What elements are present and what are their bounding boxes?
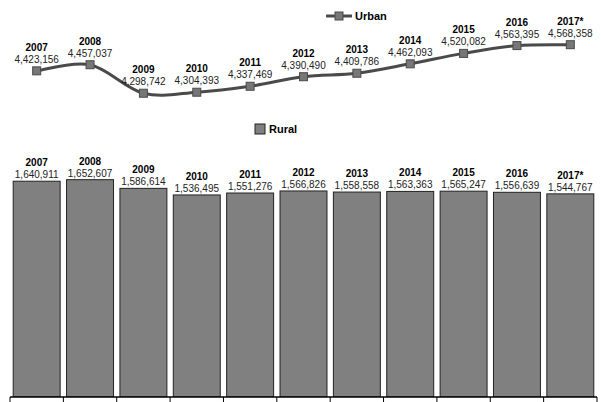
x-axis [10, 397, 597, 402]
category-label: 2012 [292, 167, 315, 178]
category-label: 2009 [132, 164, 155, 175]
bar [387, 191, 434, 397]
bar [67, 180, 114, 397]
marker [460, 49, 468, 57]
data-label: 4,390,490 [281, 60, 326, 71]
data-label: 4,423,156 [14, 54, 59, 65]
data-label: 1,566,826 [281, 179, 326, 190]
bar [173, 195, 220, 397]
category-separator [116, 397, 117, 402]
data-label: 4,568,358 [548, 28, 593, 39]
category-separator [63, 397, 64, 402]
marker [139, 89, 147, 97]
marker [33, 67, 41, 75]
marker [406, 60, 414, 68]
category-label: 2016 [506, 17, 529, 28]
data-label: 4,462,093 [388, 47, 433, 58]
data-label: 4,520,082 [441, 36, 486, 47]
data-labels: 20074,423,156 20084,457,037 20094,298,742 2… [14, 16, 593, 88]
data-label: 4,563,395 [495, 29, 540, 40]
category-separator [597, 397, 598, 402]
category-label: 2008 [79, 36, 102, 47]
category-label: 2008 [79, 156, 102, 167]
category-label: 2017* [557, 16, 583, 27]
axis-line [10, 396, 597, 398]
legend-label: Urban [355, 10, 387, 22]
legend-label: Rural [269, 123, 297, 135]
bar [547, 194, 594, 397]
legend: Rural [255, 123, 297, 135]
data-label: 1,558,558 [335, 180, 380, 191]
data-label: 1,563,363 [388, 179, 433, 190]
category-label: 2014 [399, 35, 422, 46]
bar [13, 181, 60, 397]
category-label: 2010 [186, 171, 209, 182]
data-label: 1,652,607 [68, 168, 113, 179]
data-labels: 20071,640,911 20081,652,607 20091,586,614 2… [15, 156, 593, 194]
chart-canvas: 20074,423,15620084,457,03720094,298,7422… [0, 0, 601, 402]
category-separator [490, 397, 491, 402]
data-label: 4,337,469 [228, 69, 273, 80]
category-label: 2012 [292, 48, 315, 59]
category-label: 2014 [399, 167, 422, 178]
category-label: 2011 [239, 169, 261, 180]
category-separator [276, 397, 277, 402]
category-label: 2007 [26, 157, 49, 168]
bar [280, 191, 327, 397]
category-label: 2007 [26, 42, 49, 53]
data-label: 1,551,276 [228, 181, 273, 192]
category-label: 2013 [346, 168, 369, 179]
line-chart: 20074,423,156 20084,457,037 20094,298,742 2… [14, 10, 593, 97]
category-label: 2015 [452, 24, 475, 35]
legend-marker [335, 12, 343, 20]
data-label: 1,556,639 [495, 180, 540, 191]
category-label: 2013 [346, 44, 369, 55]
category-label: 2009 [132, 64, 155, 75]
category-label: 2010 [186, 63, 209, 74]
bar [333, 192, 380, 397]
marker [513, 42, 521, 50]
category-separator [330, 397, 331, 402]
marker [193, 88, 201, 96]
data-label: 1,586,614 [121, 176, 166, 187]
bar [227, 193, 274, 397]
legend: Urban [326, 10, 387, 22]
marker [300, 73, 308, 81]
data-label: 1,640,911 [15, 169, 59, 180]
data-label: 1,536,495 [175, 183, 220, 194]
category-label: 2016 [506, 168, 529, 179]
marker [86, 61, 94, 69]
plot-area [13, 180, 594, 397]
data-label: 4,409,786 [335, 56, 380, 67]
marker [246, 82, 254, 90]
category-separator [170, 397, 171, 402]
category-separator [10, 397, 11, 402]
data-label: 4,298,742 [121, 76, 166, 87]
bar [440, 191, 487, 397]
category-separator [383, 397, 384, 402]
bar [120, 188, 167, 397]
bar [493, 192, 540, 397]
legend-swatch [255, 124, 265, 134]
line [37, 45, 571, 96]
data-label: 1,565,247 [441, 179, 486, 190]
category-label: 2015 [452, 167, 475, 178]
category-label: 2011 [239, 57, 261, 68]
data-label: 4,457,037 [68, 48, 113, 59]
category-separator [436, 397, 437, 402]
data-label: 1,544,767 [548, 182, 593, 193]
category-separator [223, 397, 224, 402]
data-label: 4,304,393 [175, 75, 220, 86]
bar-chart: 20071,640,911 20081,652,607 20091,586,614 2… [10, 123, 597, 402]
plot-area [33, 41, 575, 98]
marker [566, 41, 574, 49]
category-label: 2017* [557, 170, 583, 181]
marker [353, 69, 361, 77]
category-separator [543, 397, 544, 402]
